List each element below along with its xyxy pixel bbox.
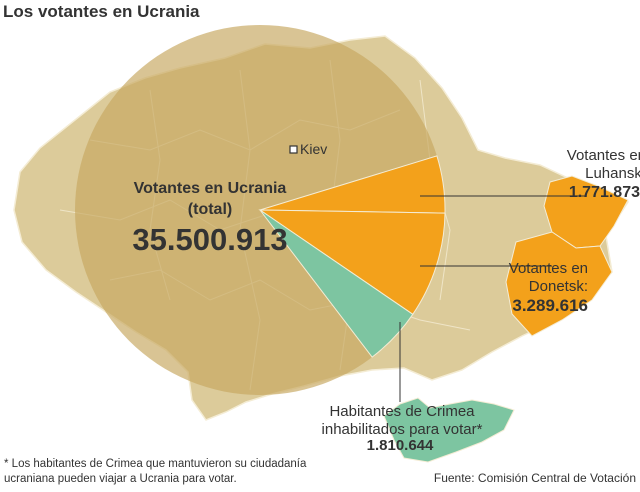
luhansk-label: Votantes en Luhansk: bbox=[566, 147, 640, 182]
map-title: Los votantes en Ucrania bbox=[3, 2, 200, 21]
footnote: * Los habitantes de Crimea que mantuvier… bbox=[4, 458, 307, 485]
luhansk-region bbox=[543, 175, 629, 249]
total-voters-value: 35.500.913 bbox=[132, 222, 288, 257]
source-credit: Fuente: Comisión Central de Votación bbox=[433, 471, 636, 485]
pie-slices bbox=[258, 155, 446, 358]
pie-slice-crimea bbox=[259, 209, 414, 358]
kiev-marker bbox=[289, 145, 298, 154]
crimea-label: Habitantes de Crimea inhabilitados para … bbox=[321, 403, 483, 438]
crimea-value: 1.810.644 bbox=[366, 437, 434, 454]
city-label-kiev: Kiev bbox=[300, 141, 328, 157]
donetsk-region bbox=[505, 231, 613, 337]
total-voters-label: Votantes en Ucrania (total) bbox=[133, 180, 287, 218]
donetsk-value: 3.289.616 bbox=[512, 296, 588, 315]
donetsk-label: Votantes en Donetsk: bbox=[508, 260, 588, 295]
crimea-region bbox=[383, 397, 515, 463]
leader-lines bbox=[399, 195, 585, 402]
luhansk-value: 1.771.873 bbox=[568, 184, 640, 201]
